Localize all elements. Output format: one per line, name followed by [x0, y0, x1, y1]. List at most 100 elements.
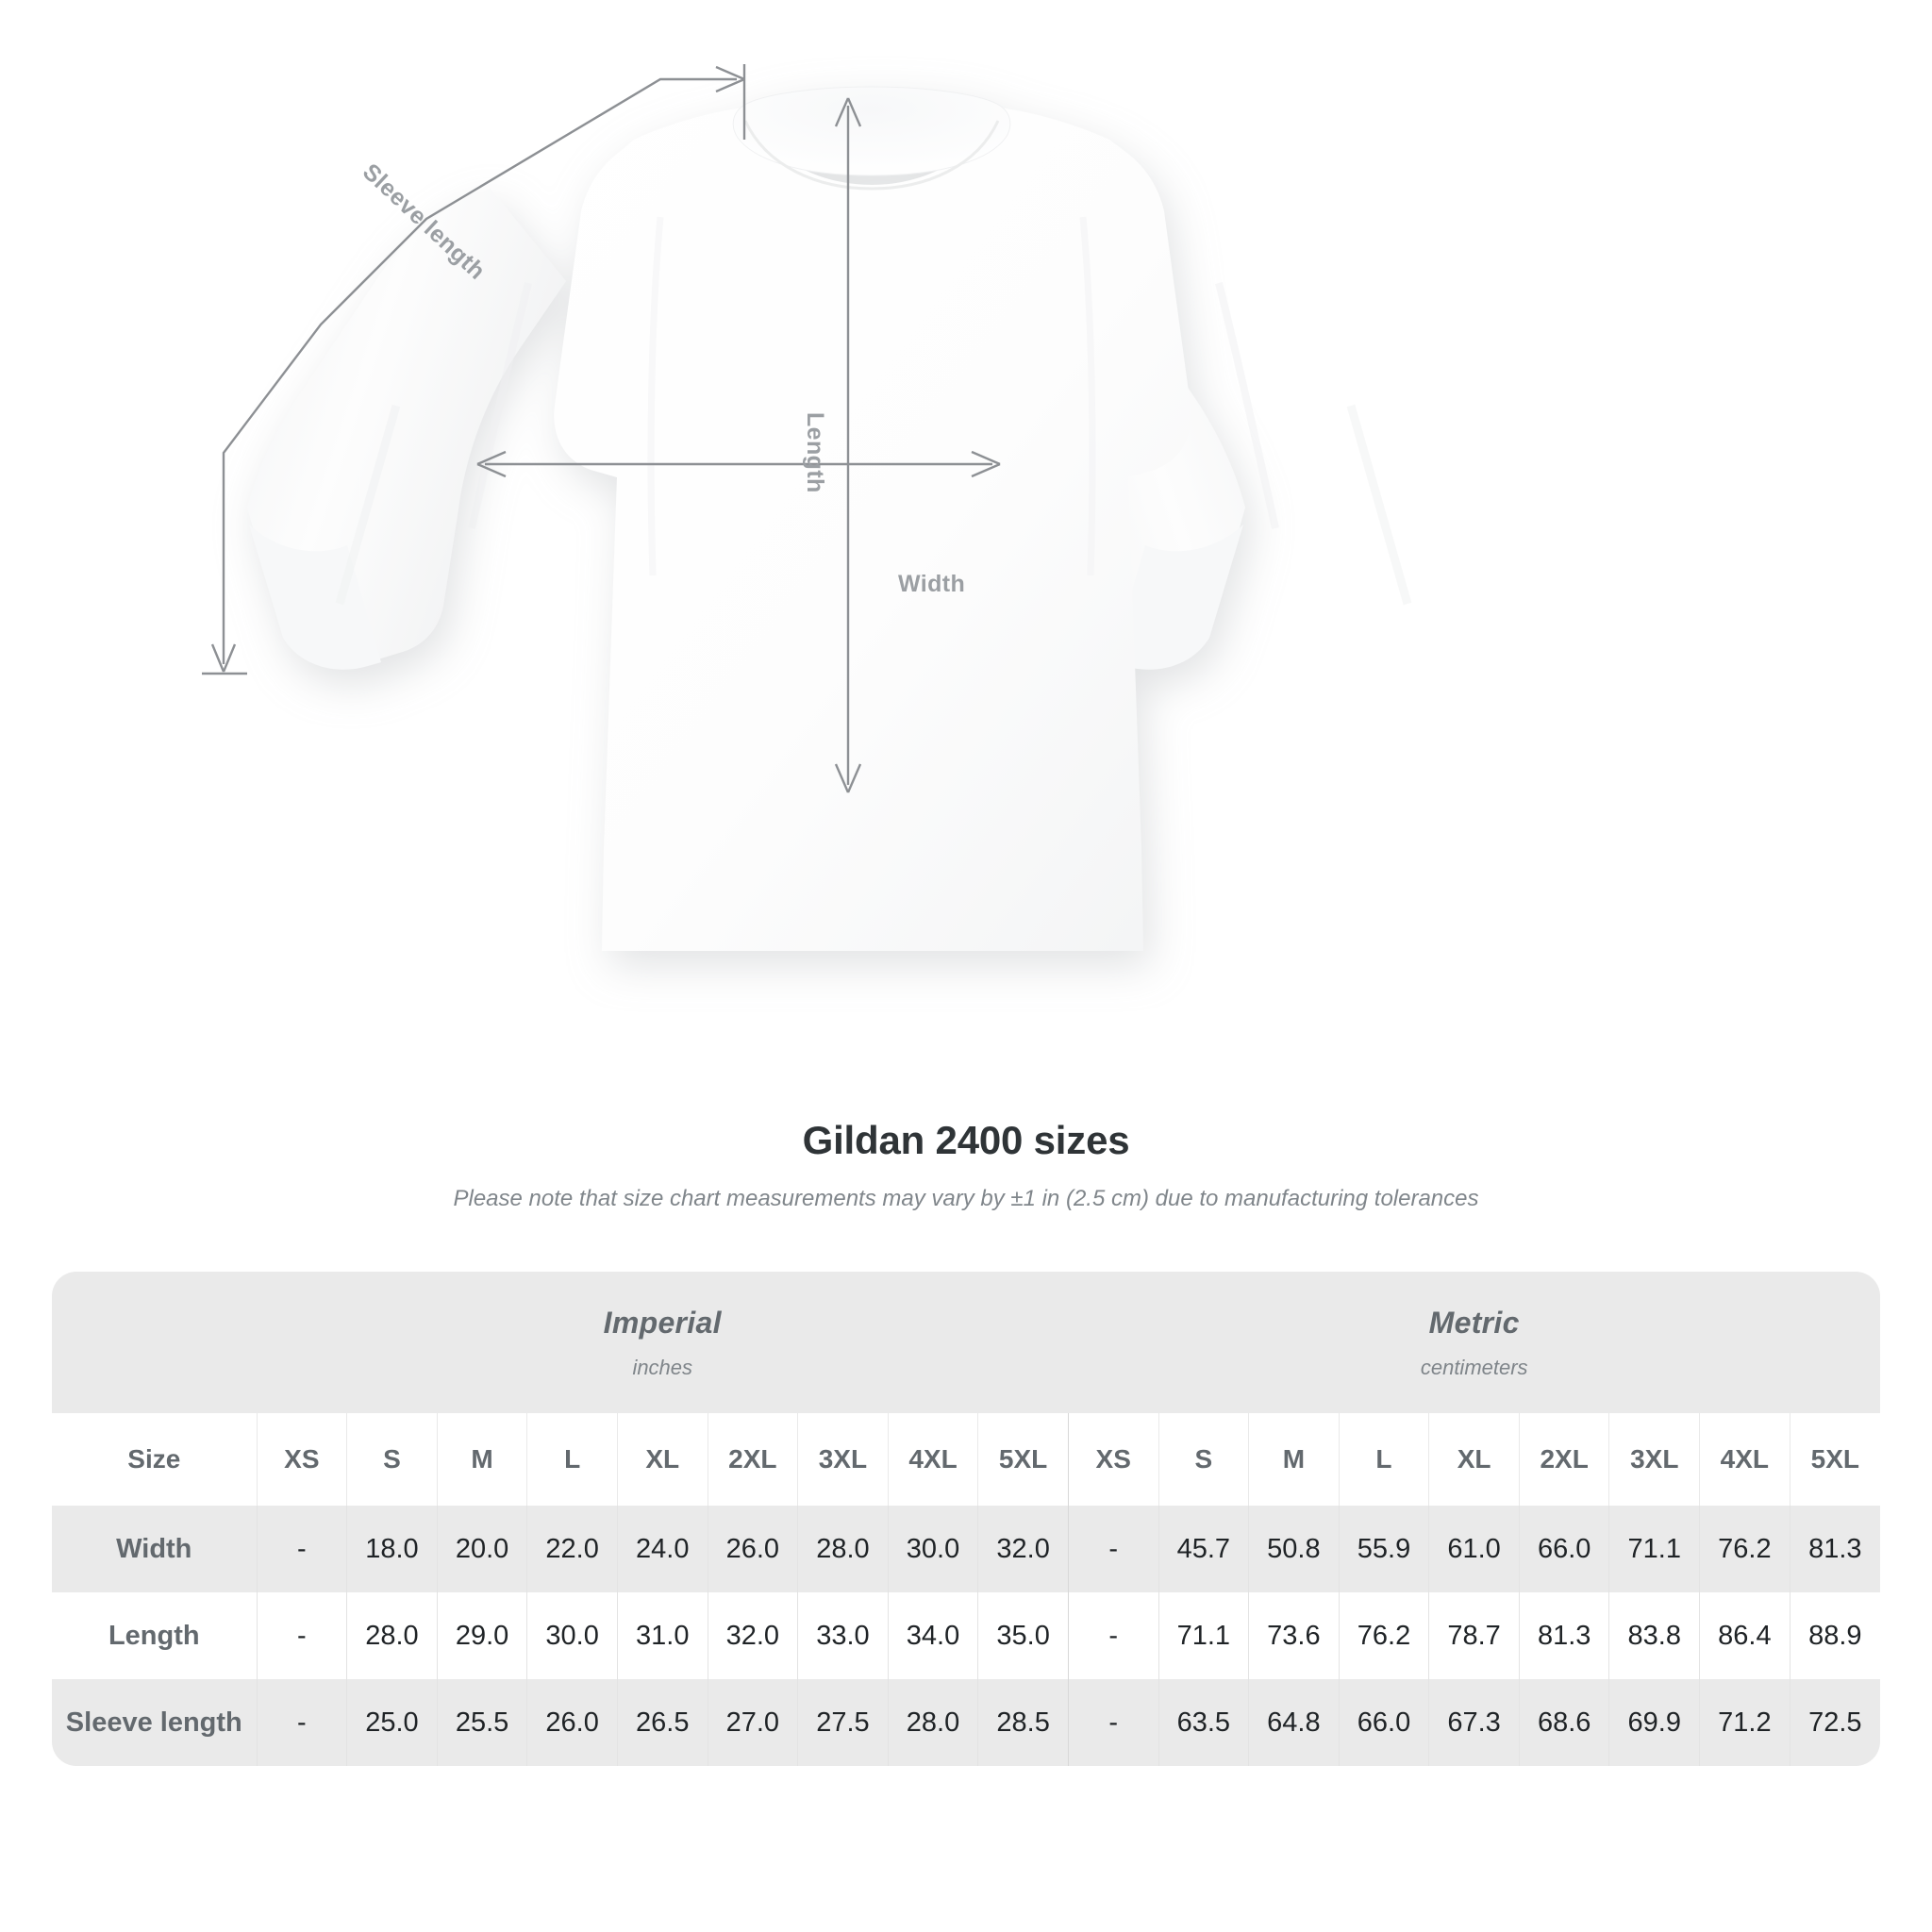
cell-width-imperial-5xl: 32.0 [977, 1506, 1069, 1592]
garment-diagram: Width Length Sleeve length [202, 64, 1412, 951]
size-column-header: Size [52, 1413, 258, 1506]
cell-width-metric-xl: 61.0 [1428, 1506, 1520, 1592]
page-title: Gildan 2400 sizes [802, 1118, 1130, 1162]
cell-length-metric-l: 76.2 [1338, 1592, 1429, 1679]
size-chart-table: Imperial inches Metric centimeters Size XS S M L… [52, 1272, 1880, 1766]
cell-width-metric-l: 55.9 [1338, 1506, 1429, 1592]
cell-length-metric-s: 71.1 [1158, 1592, 1249, 1679]
cell-width-imperial-3xl: 28.0 [797, 1506, 889, 1592]
sleeve-dimension-line [222, 77, 737, 664]
size-header-imperial-l: L [526, 1413, 618, 1506]
sleeve-arrow-top [715, 65, 745, 93]
table-row: Sleeve length -25.0 25.5 26.0 26.5 27.0 27.5 28… [52, 1679, 1880, 1766]
cell-sleeve-length-metric-2xl: 68.6 [1518, 1679, 1609, 1766]
cell-sleeve-length-imperial-m: 25.5 [436, 1679, 527, 1766]
cell-length-imperial-xl: 31.0 [616, 1592, 708, 1679]
cell-width-metric-4xl: 76.2 [1699, 1506, 1790, 1592]
title-block: Gildan 2400 sizes Please note that size … [0, 1118, 1932, 1213]
unit-group-metric: Metric centimeters [1068, 1272, 1880, 1413]
unit-group-subtitle: inches [632, 1355, 693, 1379]
cell-width-imperial-xl: 24.0 [616, 1506, 708, 1592]
cell-width-imperial-m: 20.0 [436, 1506, 527, 1592]
cell-length-imperial-5xl: 35.0 [977, 1592, 1069, 1679]
cell-length-metric-5xl: 88.9 [1789, 1592, 1880, 1679]
collar-seam [743, 120, 1000, 191]
size-header-imperial-2xl: 2XL [707, 1413, 798, 1506]
size-header-metric-5xl: 5XL [1789, 1413, 1880, 1506]
cell-width-metric-3xl: 71.1 [1608, 1506, 1700, 1592]
cell-sleeve-length-imperial-xl: 26.5 [616, 1679, 708, 1766]
table-row: Length -28.0 29.0 30.0 31.0 32.0 33.0 34.0 35.0-… [52, 1592, 1880, 1679]
cell-length-imperial-m: 29.0 [436, 1592, 527, 1679]
unit-group-subtitle: centimeters [1420, 1355, 1528, 1379]
size-header-metric-s: S [1158, 1413, 1249, 1506]
cell-width-imperial-2xl: 26.0 [707, 1506, 798, 1592]
unit-group-name: Metric [1428, 1305, 1520, 1340]
unit-group-name: Imperial [603, 1305, 722, 1340]
cell-width-imperial-xs: - [256, 1506, 347, 1592]
cell-sleeve-length-imperial-l: 26.0 [526, 1679, 618, 1766]
cell-length-metric-2xl: 81.3 [1518, 1592, 1609, 1679]
garment-illustration [202, 64, 1412, 951]
shirt-body [554, 108, 1191, 951]
cell-sleeve-length-metric-3xl: 69.9 [1608, 1679, 1700, 1766]
table-row: Width -18.0 20.0 22.0 24.0 26.0 28.0 30.0 32.0-4… [52, 1506, 1880, 1592]
cell-width-metric-s: 45.7 [1158, 1506, 1249, 1592]
cell-width-imperial-l: 22.0 [526, 1506, 618, 1592]
cell-sleeve-length-imperial-xs: - [256, 1679, 347, 1766]
size-header-metric-xl: XL [1428, 1413, 1520, 1506]
cell-length-imperial-2xl: 32.0 [707, 1592, 798, 1679]
collar [732, 86, 1011, 176]
length-arrow-bottom [834, 763, 862, 793]
size-header-imperial-5xl: 5XL [977, 1413, 1069, 1506]
size-header-metric-l: L [1338, 1413, 1429, 1506]
cell-width-imperial-s: 18.0 [346, 1506, 438, 1592]
size-header-imperial-xs: XS [256, 1413, 347, 1506]
cell-sleeve-length-imperial-s: 25.0 [346, 1679, 438, 1766]
size-header-metric-xs: XS [1067, 1413, 1158, 1506]
cell-width-metric-m: 50.8 [1248, 1506, 1340, 1592]
size-header-metric-3xl: 3XL [1608, 1413, 1700, 1506]
sleeve-arrow-bottom [210, 643, 237, 673]
cell-width-metric-2xl: 66.0 [1518, 1506, 1609, 1592]
cell-length-metric-xs: - [1067, 1592, 1158, 1679]
size-header-metric-m: M [1248, 1413, 1340, 1506]
cell-sleeve-length-imperial-3xl: 27.5 [797, 1679, 889, 1766]
size-header-metric-4xl: 4XL [1699, 1413, 1790, 1506]
row-label-width: Width [52, 1506, 258, 1592]
cell-length-imperial-3xl: 33.0 [797, 1592, 889, 1679]
row-label-sleeve-length: Sleeve length [52, 1679, 258, 1766]
size-header-imperial-m: M [436, 1413, 527, 1506]
cell-length-metric-xl: 78.7 [1428, 1592, 1520, 1679]
unit-band-spacer [52, 1272, 258, 1413]
cell-sleeve-length-metric-5xl: 72.5 [1789, 1679, 1880, 1766]
size-chart-table-wrapper: Imperial inches Metric centimeters Size XS S M L… [52, 1272, 1880, 1766]
cell-length-imperial-l: 30.0 [526, 1592, 618, 1679]
cell-length-metric-m: 73.6 [1248, 1592, 1340, 1679]
cell-width-metric-xs: - [1067, 1506, 1158, 1592]
length-arrow-top [834, 97, 862, 127]
size-header-imperial-xl: XL [616, 1413, 708, 1506]
cell-sleeve-length-imperial-5xl: 28.5 [977, 1679, 1069, 1766]
right-cuff [1111, 525, 1243, 670]
cell-length-imperial-4xl: 34.0 [887, 1592, 978, 1679]
tolerance-note: Please note that size chart measurements… [453, 1186, 1479, 1212]
cell-length-metric-4xl: 86.4 [1699, 1592, 1790, 1679]
size-header-metric-2xl: 2XL [1518, 1413, 1609, 1506]
cell-length-imperial-s: 28.0 [346, 1592, 438, 1679]
length-label: Length [802, 412, 828, 493]
width-arrow-left [476, 450, 507, 478]
cell-width-imperial-4xl: 30.0 [887, 1506, 978, 1592]
cell-sleeve-length-metric-s: 63.5 [1158, 1679, 1249, 1766]
cell-sleeve-length-metric-xl: 67.3 [1428, 1679, 1520, 1766]
cell-sleeve-length-imperial-4xl: 28.0 [887, 1679, 978, 1766]
width-label: Width [898, 571, 966, 597]
unit-band-row: Imperial inches Metric centimeters [52, 1272, 1880, 1413]
cell-sleeve-length-metric-l: 66.0 [1338, 1679, 1429, 1766]
size-header-imperial-s: S [346, 1413, 438, 1506]
fabric-folds [335, 216, 1412, 606]
cell-sleeve-length-metric-xs: - [1067, 1679, 1158, 1766]
cell-width-metric-5xl: 81.3 [1789, 1506, 1880, 1592]
size-header-row: Size XS S M L XL 2XL 3XL 4XL 5XL XS S M L XL 2XL 3XL 4XL 5… [52, 1413, 1880, 1506]
size-header-imperial-3xl: 3XL [797, 1413, 889, 1506]
